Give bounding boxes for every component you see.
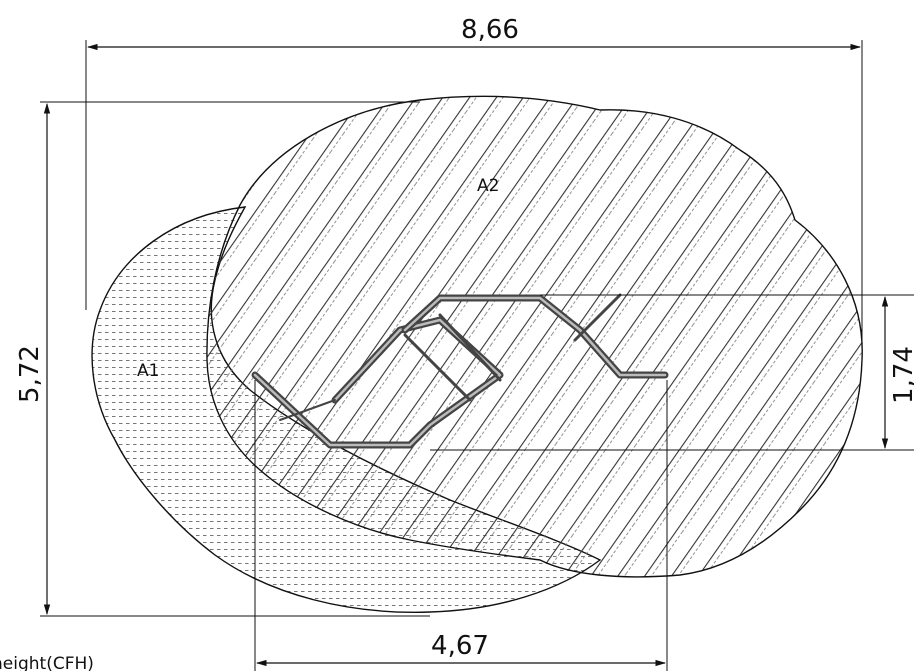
dimension-structure-width-value: 4,67 [431,631,489,661]
dimension-height-value: 5,72 [15,345,45,403]
structure-brace [279,399,336,421]
play-structure [251,293,669,449]
structure-ladder-rail-2 [403,333,472,402]
dimension-structure-width: 4,67 [254,380,668,671]
dimension-overall-width: 8,66 [85,15,863,340]
dimension-structure-height-value: 1,74 [889,346,914,404]
area-a2 [206,95,863,578]
area-a1-label: A1 [137,361,159,381]
structure-upper-deck-inner [403,296,667,377]
dimension-width-value: 8,66 [461,15,519,45]
dimension-structure-height: 1,74 [430,294,914,451]
footer-caption: height(CFH) [0,654,94,671]
structure-slide-rail [573,293,622,342]
structure-ladder-rail-1 [438,313,502,382]
area-a2-label: A2 [477,176,499,196]
area-a2-shape [206,95,863,578]
dimension-overall-height: 5,72 [15,101,430,617]
